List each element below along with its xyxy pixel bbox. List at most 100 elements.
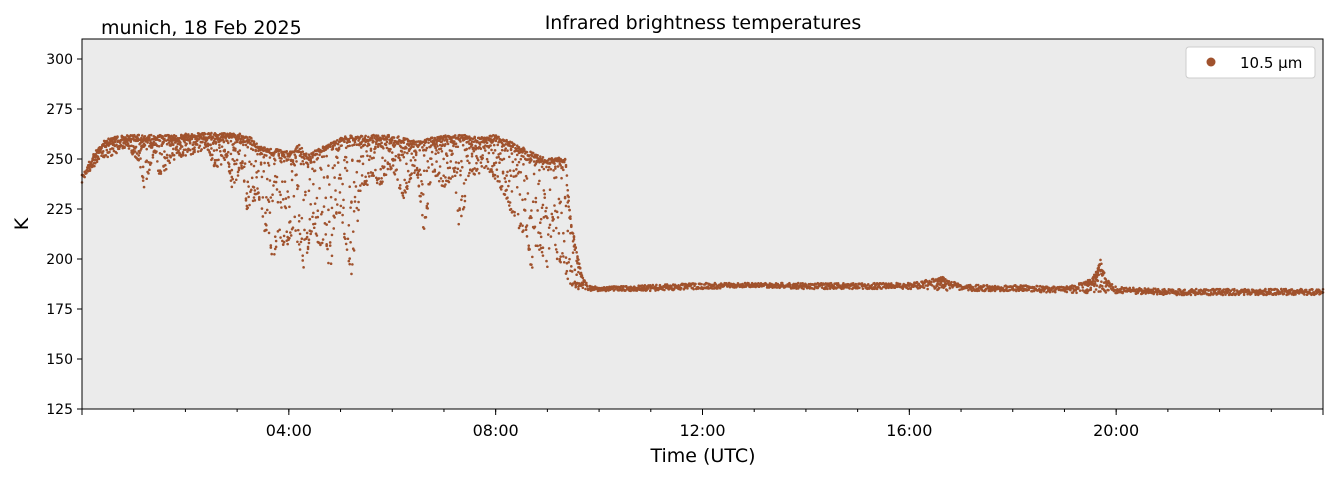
data-point [451, 175, 454, 178]
data-point [179, 141, 182, 144]
data-point [322, 155, 326, 158]
data-point [338, 173, 342, 177]
data-point [316, 215, 320, 219]
data-point [497, 155, 500, 159]
data-point [355, 170, 359, 174]
data-point [230, 185, 234, 189]
data-point [538, 248, 541, 251]
data-point [280, 160, 283, 164]
y-axis-label: K [11, 217, 33, 230]
data-point [648, 289, 652, 293]
data-point [343, 166, 347, 170]
data-point [269, 244, 273, 247]
data-point [320, 168, 323, 171]
data-point [231, 158, 234, 161]
data-point [288, 205, 291, 209]
data-point [352, 143, 356, 146]
data-point [476, 167, 479, 171]
data-points [80, 131, 1325, 297]
data-point [367, 158, 371, 162]
data-point [468, 171, 471, 175]
data-point [692, 287, 695, 291]
data-point [390, 138, 394, 142]
data-point [549, 167, 553, 171]
data-point [346, 237, 350, 241]
data-point [315, 152, 319, 156]
data-point [554, 248, 558, 251]
data-point [382, 147, 385, 150]
data-point [453, 166, 457, 170]
data-point [390, 151, 394, 154]
data-point [503, 193, 507, 196]
data-point [236, 174, 240, 177]
data-point [475, 154, 478, 158]
data-point [141, 176, 145, 179]
data-point [217, 158, 220, 162]
data-point [438, 165, 442, 168]
data-point [541, 203, 545, 207]
data-point [415, 166, 419, 170]
data-point [381, 156, 384, 160]
data-point [435, 160, 438, 163]
data-point [298, 248, 302, 251]
data-point [523, 209, 527, 212]
data-point [425, 169, 429, 173]
data-point [372, 140, 375, 143]
data-point [584, 287, 587, 291]
data-point [350, 272, 353, 276]
data-point [296, 184, 300, 188]
data-point [848, 287, 851, 290]
data-point [271, 199, 274, 203]
data-point [435, 149, 438, 152]
data-point [266, 198, 270, 201]
data-point [570, 265, 573, 268]
data-point [257, 191, 260, 195]
data-point [747, 282, 750, 285]
data-point [307, 189, 311, 193]
data-point [398, 153, 401, 157]
data-point [403, 151, 406, 154]
data-point [402, 196, 406, 200]
data-point [1097, 273, 1101, 277]
data-point [419, 194, 422, 198]
x-axis: 04:00 08:00 12:00 16:00 20:00 [81, 409, 1324, 440]
data-point [503, 177, 507, 180]
data-point [427, 166, 430, 169]
data-point [426, 160, 430, 163]
data-point [132, 148, 135, 152]
data-point [451, 152, 454, 156]
data-point [942, 276, 945, 280]
data-point [430, 150, 434, 154]
data-point [1097, 266, 1101, 270]
data-point [348, 140, 352, 144]
data-point [108, 150, 111, 154]
data-point [157, 144, 161, 148]
data-point [164, 163, 167, 167]
data-point [539, 235, 543, 239]
data-point [320, 241, 324, 245]
data-point [575, 273, 578, 277]
data-point [548, 162, 552, 165]
data-point [247, 185, 250, 188]
data-point [858, 286, 861, 290]
data-point [304, 152, 308, 155]
data-point [367, 171, 370, 175]
data-point [274, 180, 278, 184]
data-point [570, 223, 573, 227]
data-point [384, 173, 388, 177]
data-point [460, 165, 464, 169]
data-point [181, 154, 185, 157]
data-point [567, 195, 570, 199]
data-point [94, 161, 97, 165]
data-point [475, 161, 478, 165]
data-point [397, 135, 400, 138]
data-point [85, 171, 88, 175]
data-point [303, 228, 306, 232]
data-point [256, 187, 259, 190]
data-point [559, 255, 562, 258]
data-point [388, 149, 391, 153]
data-point [316, 156, 320, 160]
data-point [382, 134, 386, 138]
data-point [335, 138, 339, 142]
data-point [556, 165, 560, 168]
